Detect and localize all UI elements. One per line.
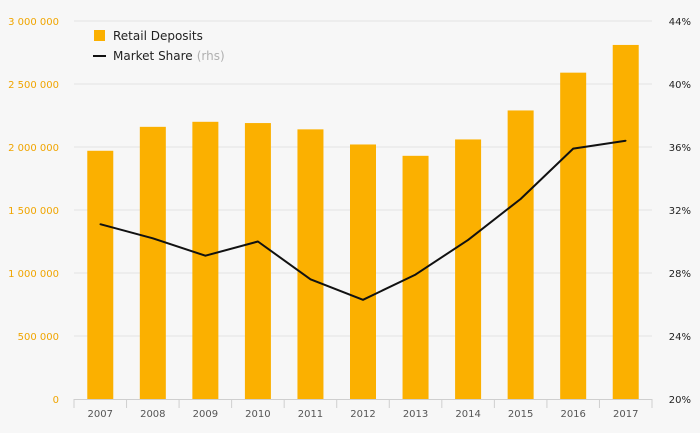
bar-retail-deposits (402, 155, 429, 399)
y-left-tick-label: 3 000 000 (8, 17, 59, 28)
legend-swatch-retail-deposits (94, 30, 105, 41)
y-right-tick-label: 40% (669, 80, 691, 91)
x-tick-label: 2007 (88, 409, 113, 420)
y-left-tick-label: 2 500 000 (8, 80, 59, 91)
point-market-share (572, 147, 574, 150)
y-right-tick-label: 32% (669, 206, 691, 217)
y-left-tick-label: 2 000 000 (8, 143, 59, 154)
legend-note-rhs: (rhs) (197, 49, 225, 63)
y-left-tick-label: 0 (53, 395, 59, 406)
legend-label-market-share-text: Market Share (113, 49, 193, 63)
point-market-share (467, 239, 469, 241)
line-series (99, 139, 627, 301)
bar-retail-deposits (297, 129, 324, 400)
y-right-tick-label: 24% (669, 332, 691, 343)
point-market-share (99, 223, 102, 225)
bar-retail-deposits (560, 72, 587, 399)
x-tick-label: 2017 (613, 409, 638, 420)
bar-retail-deposits (87, 150, 114, 399)
x-tick-label: 2009 (193, 409, 218, 420)
point-market-share (257, 240, 259, 243)
y-left-tick-label: 500 000 (18, 332, 59, 343)
bar-retail-deposits (139, 126, 166, 399)
bar-retail-deposits (192, 121, 219, 400)
point-market-share (152, 237, 154, 240)
legend-label-retail-deposits: Retail Deposits (113, 29, 203, 43)
x-tick-label: 2014 (455, 409, 480, 420)
bar-retail-deposits (350, 144, 376, 399)
point-market-share (414, 273, 417, 276)
x-tick-label: 2008 (140, 409, 165, 420)
y-right-tick-label: 36% (669, 143, 691, 154)
y-right-tick-label: 20% (669, 395, 691, 406)
x-tick-label: 2011 (298, 409, 323, 420)
point-market-share (519, 198, 522, 200)
x-tick-label: 2015 (508, 409, 533, 420)
bar-retail-deposits (244, 123, 271, 399)
legend: Retail Deposits Market Share (rhs) (93, 29, 225, 63)
bar-retail-deposits (455, 139, 482, 399)
point-market-share (362, 298, 364, 301)
bar-series (87, 44, 639, 400)
x-tick-label: 2010 (245, 409, 270, 420)
x-tick-label: 2016 (560, 409, 585, 420)
point-market-share (309, 278, 312, 281)
point-market-share (624, 139, 627, 142)
x-tick-label: 2013 (403, 409, 428, 420)
point-market-share (204, 254, 207, 257)
legend-label-market-share: Market Share (rhs) (113, 49, 225, 63)
y-right-tick-label: 28% (669, 269, 691, 280)
bar-retail-deposits (507, 110, 534, 400)
y-left-tick-label: 1 000 000 (8, 269, 59, 280)
y-left-tick-label: 1 500 000 (8, 206, 59, 217)
axes: 0 500 000 1 000 000 1 500 000 2 000 000 2 500… (8, 17, 691, 420)
x-tick-label: 2012 (350, 409, 375, 420)
y-right-tick-label: 44% (669, 17, 691, 28)
bar-retail-deposits (612, 44, 639, 399)
